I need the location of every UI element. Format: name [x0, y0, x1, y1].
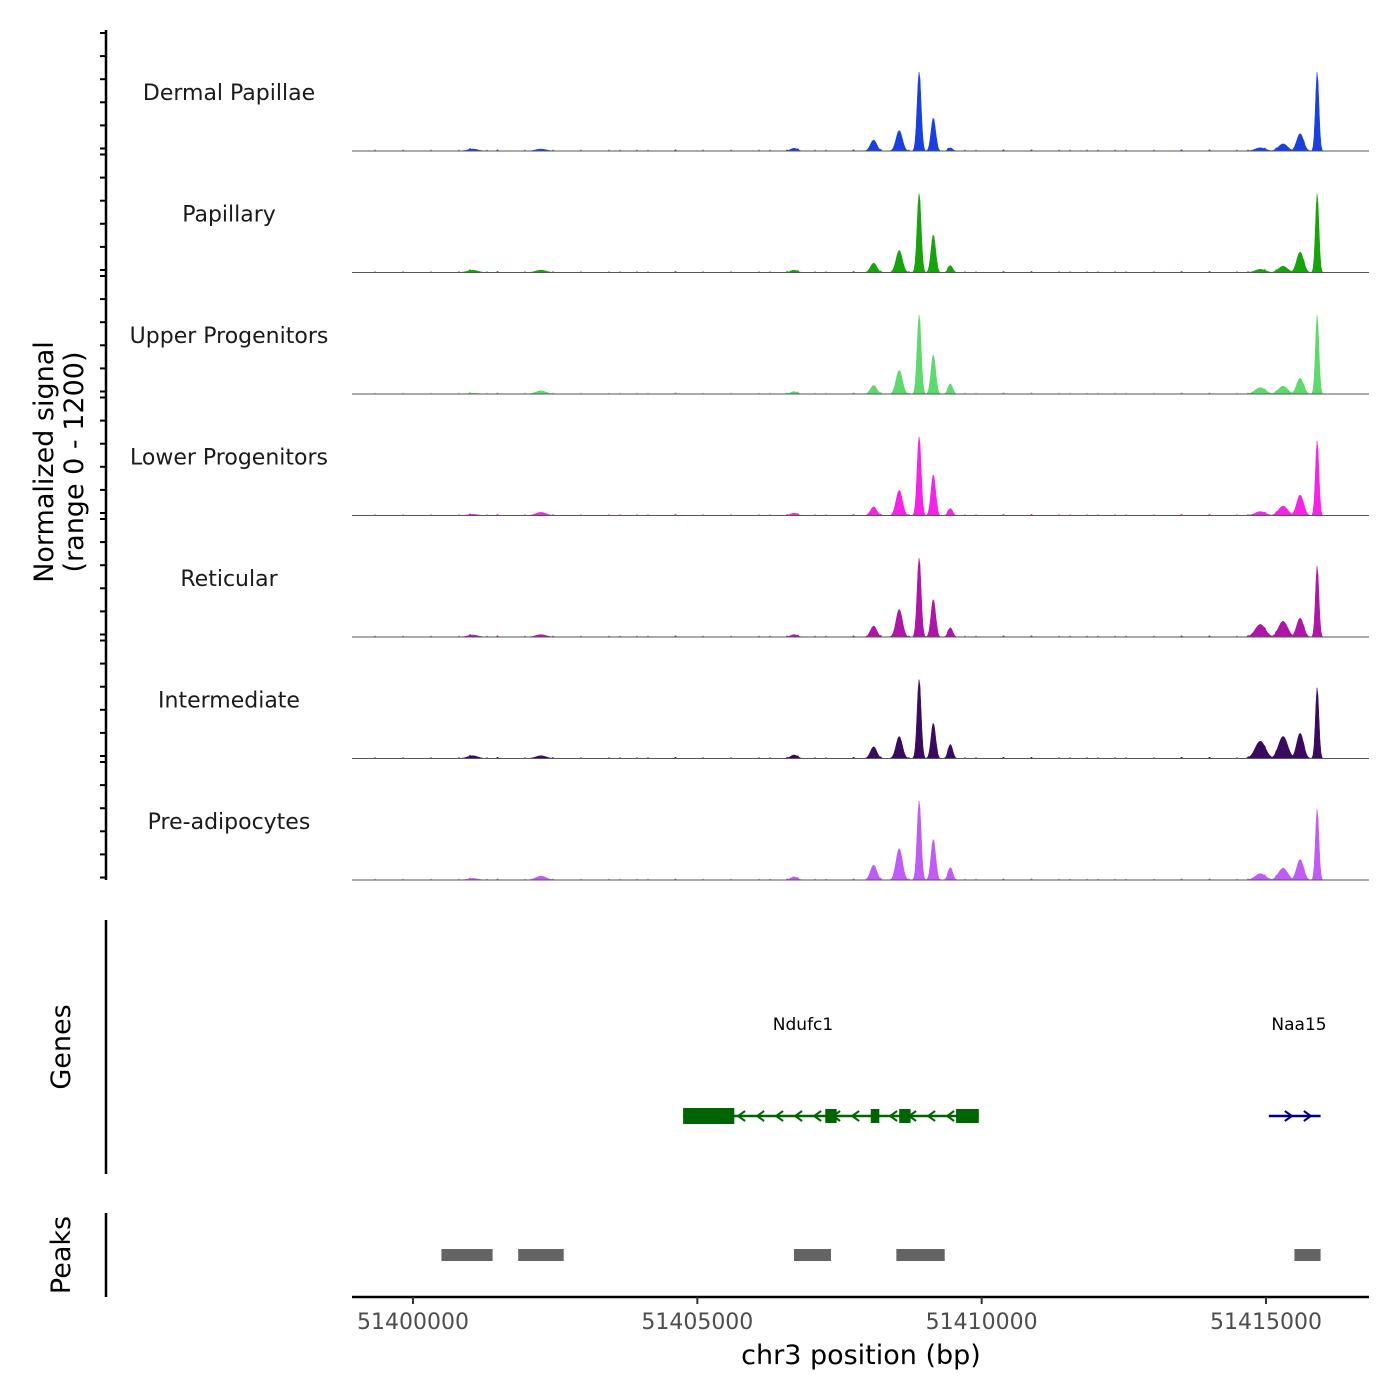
- gene-naa15: Naa15: [1268, 1015, 1327, 1122]
- strand-arrow: [888, 1110, 898, 1122]
- track-upper-progenitors: Upper Progenitors: [130, 315, 1369, 395]
- coverage-area: [352, 72, 1324, 152]
- strand-arrow: [926, 1110, 936, 1122]
- track-label: Papillary: [182, 203, 276, 228]
- track-papillary: Papillary: [182, 193, 1369, 273]
- coverage-area: [352, 679, 1324, 759]
- peak-region: [794, 1249, 831, 1261]
- y-axis-title-line2: (range 0 - 1200): [59, 352, 90, 573]
- signal-tracks: Dermal Papillae Papillary Upper Progenitor…: [130, 72, 1369, 881]
- peak-region: [441, 1249, 493, 1261]
- track-label: Reticular: [180, 567, 278, 592]
- gene-label: Naa15: [1271, 1015, 1326, 1035]
- gene-label: Ndufc1: [773, 1015, 833, 1035]
- y-axis-title-line1: Normalized signal: [29, 341, 60, 583]
- strand-arrow: [755, 1110, 765, 1122]
- track-label: Dermal Papillae: [143, 81, 315, 106]
- track-lower-progenitors: Lower Progenitors: [130, 436, 1369, 516]
- track-pre-adipocytes: Pre-adipocytes: [148, 801, 1369, 881]
- left-axes: [100, 30, 108, 1297]
- track-intermediate: Intermediate: [158, 679, 1369, 759]
- coverage-area: [352, 193, 1324, 273]
- strand-arrow: [812, 1110, 822, 1122]
- gene-track: Ndufc1 Naa15: [683, 1015, 1327, 1124]
- x-tick-label: 51415000: [1210, 1310, 1322, 1335]
- track-label: Lower Progenitors: [130, 446, 328, 471]
- strand-arrow: [869, 1110, 879, 1122]
- strand-arrow: [736, 1110, 746, 1122]
- strand-arrow: [831, 1110, 841, 1122]
- strand-arrow: [698, 1110, 708, 1122]
- gene-ndufc1: Ndufc1: [683, 1015, 979, 1124]
- coverage-area: [352, 315, 1324, 395]
- strand-arrow: [850, 1110, 860, 1122]
- strand-arrow: [774, 1110, 784, 1122]
- x-tick-label: 51410000: [926, 1310, 1038, 1335]
- coverage-area: [352, 558, 1324, 638]
- track-dermal-papillae: Dermal Papillae: [143, 72, 1369, 152]
- peak-region: [518, 1249, 564, 1261]
- x-tick-label: 51400000: [357, 1310, 469, 1335]
- strand-arrow: [907, 1110, 917, 1122]
- strand-arrow: [717, 1110, 727, 1122]
- peak-region: [1294, 1249, 1321, 1261]
- coverage-area: [352, 801, 1324, 881]
- strand-arrow: [964, 1110, 974, 1122]
- strand-arrow: [1284, 1110, 1294, 1122]
- track-label: Upper Progenitors: [130, 324, 329, 349]
- track-label: Pre-adipocytes: [148, 810, 311, 835]
- track-reticular: Reticular: [180, 558, 1369, 638]
- genes-panel-title: Genes: [46, 1004, 77, 1089]
- gene-exon: [825, 1109, 837, 1123]
- x-tick-label: 51405000: [641, 1310, 753, 1335]
- gene-exon: [870, 1109, 880, 1123]
- peak-track: [441, 1249, 1321, 1261]
- strand-arrow: [793, 1110, 803, 1122]
- coverage-area: [352, 436, 1324, 516]
- x-axis-title: chr3 position (bp): [741, 1340, 981, 1371]
- strand-arrow: [1303, 1110, 1313, 1122]
- gene-exon: [683, 1108, 735, 1124]
- peak-region: [896, 1249, 945, 1261]
- x-axis: 51400000 51405000 51410000 51415000: [352, 1295, 1369, 1335]
- track-label: Intermediate: [158, 689, 300, 714]
- strand-arrow: [945, 1110, 955, 1122]
- gene-exon: [899, 1109, 911, 1123]
- peaks-panel-title: Peaks: [46, 1216, 77, 1294]
